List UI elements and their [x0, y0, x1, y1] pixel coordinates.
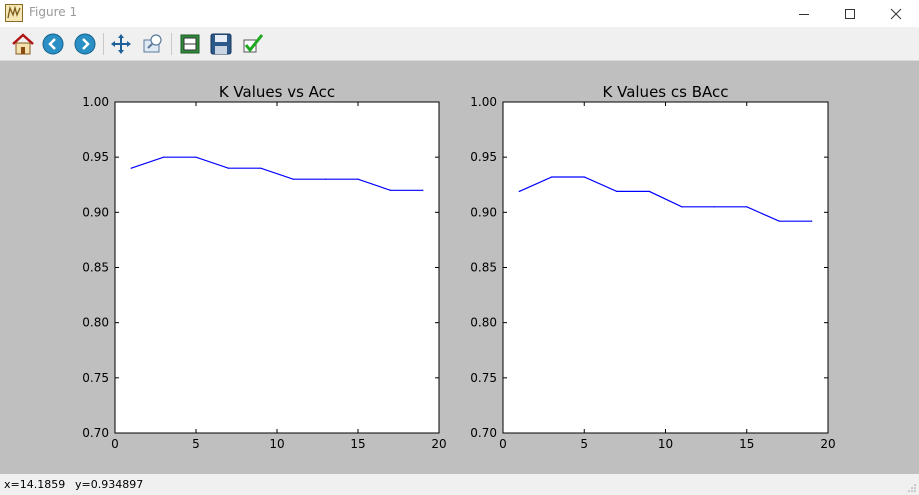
maximize-icon [845, 8, 855, 19]
x-tick-label: 5 [580, 437, 588, 451]
y-tick-label: 0.90 [82, 205, 109, 219]
close-icon [890, 8, 902, 19]
zoom-icon [143, 34, 162, 53]
pan-icon [111, 34, 131, 54]
cursor-y-readout: y=0.934897 [75, 478, 144, 491]
zoom-button[interactable] [140, 31, 166, 57]
pan-button[interactable] [108, 31, 134, 57]
y-tick-label: 1.00 [82, 95, 109, 109]
y-tick-label: 0.75 [82, 371, 109, 385]
x-tick-label: 10 [658, 437, 673, 451]
x-tick-label: 0 [111, 437, 119, 451]
data-point [195, 156, 197, 158]
axes-frame [502, 101, 829, 434]
y-tick-label: 0.80 [470, 316, 497, 330]
maximize-button[interactable] [827, 0, 873, 27]
data-point [227, 167, 229, 169]
data-point [616, 190, 618, 192]
data-point [163, 156, 165, 158]
data-point [811, 220, 813, 222]
y-tick-label: 0.90 [470, 205, 497, 219]
axes-frame [114, 101, 440, 434]
app-icon [5, 4, 23, 22]
y-tick-label: 0.70 [82, 426, 109, 440]
toolbar [0, 27, 919, 61]
data-point [260, 167, 262, 169]
toolbar-separator [171, 33, 172, 55]
cursor-x-readout: x=14.1859 [4, 478, 66, 491]
x-tick-label: 5 [192, 437, 200, 451]
x-tick-label: 0 [499, 437, 507, 451]
toolbar-separator [103, 33, 104, 55]
y-tick-label: 0.85 [82, 261, 109, 275]
x-tick-label: 20 [820, 437, 835, 451]
y-tick-label: 0.95 [470, 150, 497, 164]
data-point [583, 176, 585, 178]
save-button[interactable] [208, 31, 234, 57]
forward-arrow-icon [74, 33, 96, 55]
check-icon [243, 34, 264, 53]
data-point [325, 178, 327, 180]
series-line-1 [519, 176, 812, 222]
chart-title: K Values vs Acc [219, 83, 335, 101]
chart-title: K Values cs BAcc [603, 83, 729, 101]
window-title: Figure 1 [29, 5, 78, 19]
axes-background [115, 102, 439, 433]
data-point [389, 189, 391, 191]
y-tick-label: 1.00 [470, 95, 497, 109]
x-tick-label: 15 [350, 437, 365, 451]
series-line-1 [131, 156, 423, 191]
data-point [681, 206, 683, 208]
data-point [422, 189, 424, 191]
x-tick-label: 10 [269, 437, 284, 451]
status-bar: x=14.1859 y=0.934897 [0, 474, 919, 495]
minimize-button[interactable] [781, 0, 827, 27]
y-tick-label: 0.80 [82, 316, 109, 330]
subplot-2: K Values cs BAcc 0 5 10 15 20 0.70 0.75 0.80 0.85… [470, 83, 835, 451]
home-icon [12, 33, 34, 55]
edit-parameters-button[interactable] [240, 31, 266, 57]
figure-canvas[interactable]: K Values vs Acc 0 5 10 15 20 0.70 0.75 0.80 0.85 0… [0, 61, 919, 474]
data-point [648, 190, 650, 192]
y-tick-label: 0.95 [82, 150, 109, 164]
save-icon [210, 33, 232, 55]
x-tick-label: 20 [431, 437, 446, 451]
back-button[interactable] [40, 31, 66, 57]
axes-background [503, 102, 828, 433]
data-point [130, 167, 132, 169]
y-tick-label: 0.75 [470, 371, 497, 385]
back-arrow-icon [42, 33, 64, 55]
data-point [778, 220, 780, 222]
forward-button[interactable] [72, 31, 98, 57]
resize-grip-icon[interactable] [907, 483, 917, 493]
home-button[interactable] [10, 31, 36, 57]
subplot-1: K Values vs Acc 0 5 10 15 20 0.70 0.75 0.80 0.85 0… [82, 83, 446, 451]
data-point [518, 190, 520, 192]
title-bar[interactable]: Figure 1 [0, 0, 919, 27]
minimize-icon [799, 13, 809, 15]
close-button[interactable] [873, 0, 919, 27]
subplots-button[interactable] [177, 31, 203, 57]
data-point [551, 176, 553, 178]
data-point [292, 178, 294, 180]
y-tick-label: 0.70 [470, 426, 497, 440]
subplots-icon [180, 34, 200, 54]
data-point [746, 206, 748, 208]
x-tick-label: 15 [739, 437, 754, 451]
data-point [713, 206, 715, 208]
figure-svg: K Values vs Acc 0 5 10 15 20 0.70 0.75 0.80 0.85 0… [82, 83, 835, 451]
y-tick-label: 0.85 [470, 261, 497, 275]
data-point [357, 178, 359, 180]
